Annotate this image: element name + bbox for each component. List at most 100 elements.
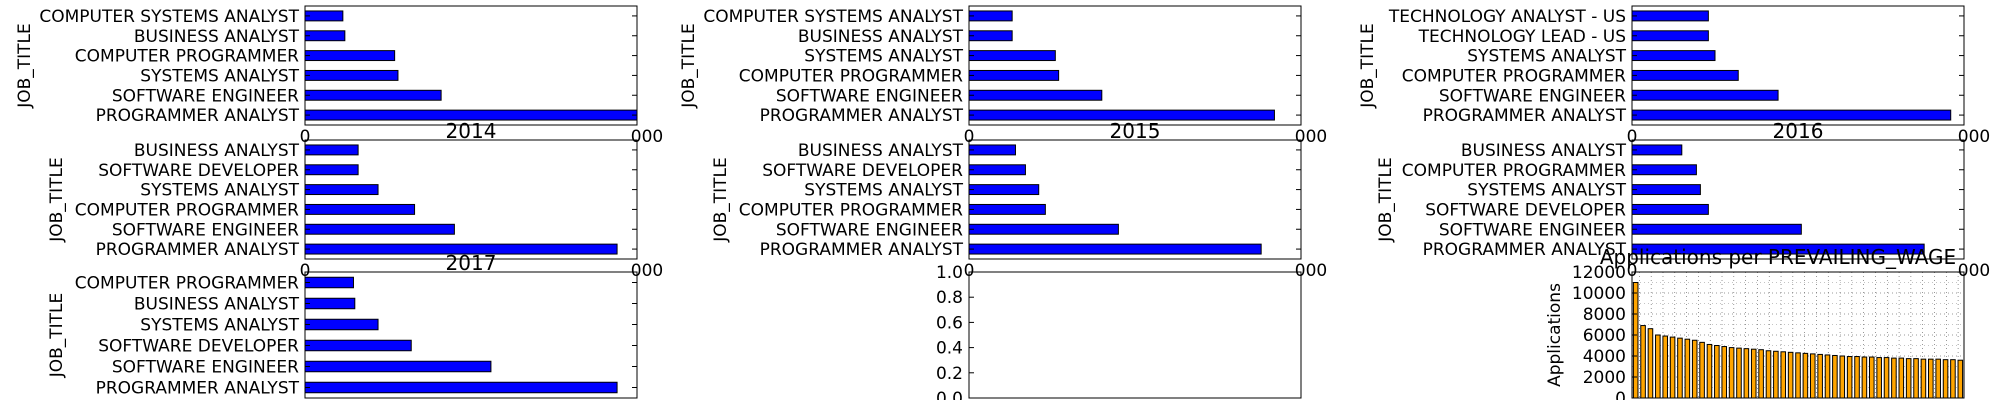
category-label-p5-0: PROGRAMMER ANALYST: [1423, 240, 1627, 260]
wage-bar-34: [1883, 357, 1890, 399]
bar-p5-2: [1631, 203, 1709, 215]
bar-p0-2: [304, 69, 399, 81]
wage-bar-10: [1706, 343, 1713, 399]
wage-bar-5: [1669, 336, 1676, 399]
y-axis-label-p0: JOB_TITLE: [15, 23, 35, 109]
panel-title-p5: 2016: [1773, 119, 1824, 143]
wage-bar-23: [1802, 352, 1809, 399]
bar-p5-5: [1631, 144, 1683, 156]
wage-bar-17: [1758, 349, 1764, 399]
bar-p6-0: [304, 381, 618, 394]
wage-bar-1: [1640, 325, 1646, 399]
category-label-p4-5: BUSINESS ANALYST: [798, 141, 964, 161]
x-tick-label-p4-0: 0: [964, 261, 975, 281]
wage-bar-35: [1891, 357, 1897, 399]
panel-title-p4: 2015: [1110, 119, 1161, 143]
wage-bar-44: [1957, 359, 1964, 399]
category-label-p3-3: SYSTEMS ANALYST: [140, 181, 299, 201]
axes-frame-empty: [968, 271, 1302, 399]
category-label-p2-0: PROGRAMMER ANALYST: [1423, 106, 1627, 126]
bar-p4-4: [968, 164, 1026, 176]
category-label-p0-2: SYSTEMS ANALYST: [140, 66, 299, 86]
wage-bar-12: [1721, 346, 1728, 399]
category-label-p1-0: PROGRAMMER ANALYST: [760, 106, 964, 126]
bar-p2-5: [1631, 10, 1709, 22]
axes-frame-p5: [1631, 139, 1965, 260]
y-tick-label-empty-5: 1.0: [936, 263, 963, 283]
category-label-p0-3: COMPUTER PROGRAMMER: [75, 47, 299, 67]
bar-p4-0: [968, 243, 1262, 255]
bar-p3-5: [304, 144, 359, 156]
category-label-p2-1: SOFTWARE ENGINEER: [1439, 86, 1626, 106]
category-label-p3-5: BUSINESS ANALYST: [134, 141, 300, 161]
y-axis-label-p1: JOB_TITLE: [679, 23, 699, 109]
bar-p1-2: [968, 69, 1060, 81]
axes-frame-p6: [304, 271, 638, 399]
bar-p3-3: [304, 184, 379, 196]
y-tick-label-empty-3: 0.6: [936, 313, 963, 333]
wage-bar-22: [1795, 352, 1801, 399]
category-label-p6-5: COMPUTER PROGRAMMER: [75, 274, 299, 294]
wage-bar-37: [1905, 358, 1912, 399]
axes-frame-p0: [304, 5, 638, 126]
wage-bar-8: [1691, 339, 1698, 399]
category-label-p1-4: BUSINESS ANALYST: [798, 27, 964, 47]
panel-title-p3: 2014: [446, 119, 497, 143]
wage-bar-40: [1928, 358, 1934, 399]
wage-bar-30: [1854, 356, 1860, 399]
bar-p4-1: [968, 223, 1119, 235]
x-tick-label-p4-1: 000: [1295, 261, 1327, 281]
wage-bar-6: [1677, 337, 1683, 399]
bar-p6-5: [304, 276, 354, 289]
category-label-p6-2: SOFTWARE DEVELOPER: [98, 337, 299, 357]
panel-title-p6: 2017: [446, 251, 497, 275]
y-tick-label-wage-2: 4000: [1583, 347, 1626, 367]
wage-bar-29: [1846, 356, 1853, 399]
wage-bar-13: [1728, 347, 1735, 399]
wage-bar-4: [1662, 335, 1668, 399]
x-tick-label-p1-1: 000: [1295, 127, 1327, 147]
category-label-p4-0: PROGRAMMER ANALYST: [760, 240, 964, 260]
category-label-p4-2: COMPUTER PROGRAMMER: [739, 200, 963, 220]
category-label-p1-2: COMPUTER PROGRAMMER: [739, 66, 963, 86]
bar-p2-4: [1631, 30, 1709, 42]
category-label-p5-5: BUSINESS ANALYST: [1461, 141, 1627, 161]
wage-bar-25: [1817, 353, 1823, 399]
bar-p6-3: [304, 318, 379, 331]
bar-p1-1: [968, 89, 1103, 101]
wage-bar-9: [1699, 341, 1705, 399]
category-label-p5-2: SOFTWARE DEVELOPER: [1425, 200, 1626, 220]
bar-p6-2: [304, 339, 412, 352]
bar-p5-4: [1631, 164, 1697, 176]
y-axis-label-p3: JOB_TITLE: [47, 157, 67, 243]
wage-bar-36: [1898, 357, 1905, 399]
bar-p3-2: [304, 203, 416, 215]
bar-p2-2: [1631, 69, 1739, 81]
bar-p3-1: [304, 223, 455, 235]
wage-bar-39: [1920, 358, 1927, 399]
bar-p4-2: [968, 203, 1046, 215]
y-tick-label-wage-6: 12000: [1572, 263, 1626, 283]
bar-p6-1: [304, 360, 492, 373]
category-label-p1-5: COMPUTER SYSTEMS ANALYST: [703, 7, 963, 27]
x-tick-label-p0-1: 000: [631, 127, 663, 147]
category-label-p2-5: TECHNOLOGY ANALYST - US: [1388, 7, 1626, 27]
category-label-p5-1: SOFTWARE ENGINEER: [1439, 220, 1626, 240]
wage-bar-26: [1824, 354, 1831, 399]
y-tick-label-wage-5: 10000: [1572, 284, 1626, 304]
x-tick-label-p2-0: 0: [1627, 127, 1638, 147]
y-axis-label-p2: JOB_TITLE: [1358, 23, 1378, 109]
category-label-p2-4: TECHNOLOGY LEAD - US: [1418, 27, 1626, 47]
category-label-p6-3: SYSTEMS ANALYST: [140, 316, 299, 336]
wage-bar-16: [1750, 348, 1757, 399]
bar-p0-4: [304, 30, 346, 42]
category-label-p4-4: SOFTWARE DEVELOPER: [762, 161, 963, 181]
bar-p5-3: [1631, 184, 1701, 196]
category-label-p3-4: SOFTWARE DEVELOPER: [98, 161, 299, 181]
y-tick-label-wage-3: 6000: [1583, 326, 1626, 346]
wage-bar-24: [1809, 353, 1816, 399]
y-tick-label-wage-4: 8000: [1583, 305, 1626, 325]
bar-p4-5: [968, 144, 1016, 156]
y-tick-label-wage-0: 0: [1615, 389, 1626, 400]
